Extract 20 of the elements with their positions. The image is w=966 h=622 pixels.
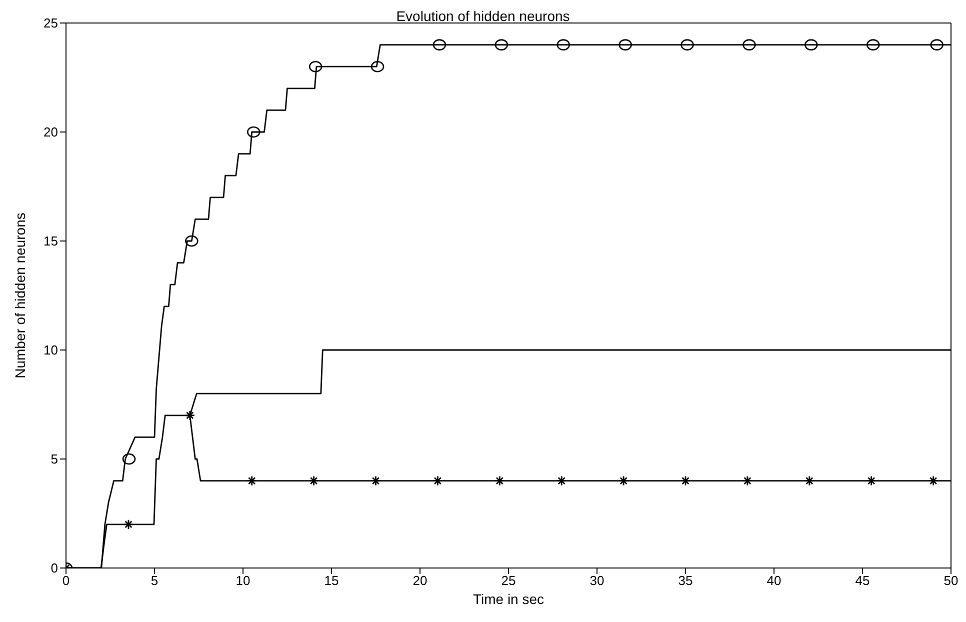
- x-tick-label: 15: [324, 573, 339, 588]
- x-tick-label: 50: [944, 573, 958, 588]
- x-tick-label: 35: [678, 573, 693, 588]
- x-tick-label: 0: [62, 573, 70, 588]
- y-tick-label: 0: [50, 560, 58, 576]
- x-tick-label: 20: [412, 573, 428, 588]
- x-tick-label: 10: [236, 573, 250, 588]
- x-tick-label: 40: [766, 573, 782, 588]
- x-tick-label: 25: [501, 573, 516, 588]
- y-tick-label: 20: [44, 124, 58, 140]
- y-tick-label: 15: [44, 234, 58, 249]
- y-tick-label: 5: [50, 452, 58, 467]
- y-axis-title: Number of hidden neurons: [12, 212, 28, 378]
- x-tick-label: 5: [150, 573, 158, 588]
- x-tick-label: 30: [590, 573, 604, 588]
- y-tick-label: 25: [44, 16, 58, 31]
- y-tick-label: 10: [44, 342, 58, 358]
- x-axis-title: Time in sec: [472, 591, 544, 607]
- x-tick-label: 45: [855, 573, 870, 588]
- chart-title: Evolution of hidden neurons: [396, 8, 570, 24]
